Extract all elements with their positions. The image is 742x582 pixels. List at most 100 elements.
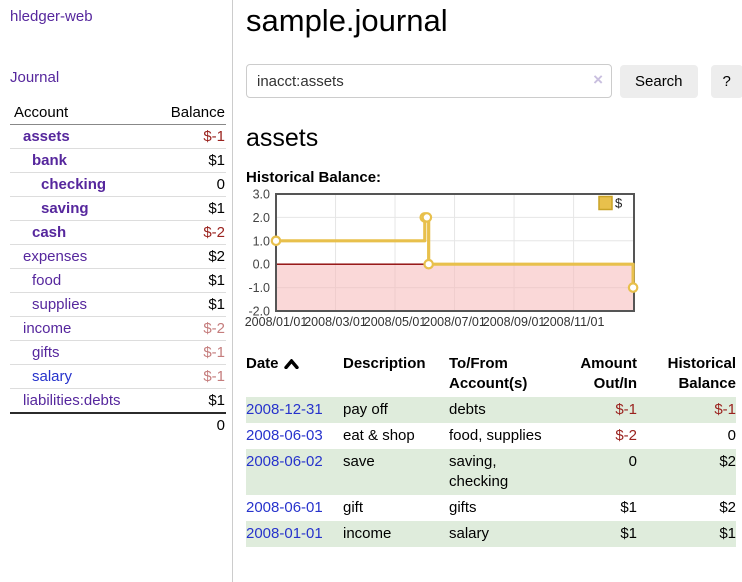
transaction-balance: $2 [719, 453, 736, 470]
transaction-amount: $1 [620, 499, 637, 516]
transaction-date-link[interactable]: 2008-06-03 [246, 427, 323, 444]
search-input[interactable] [246, 64, 612, 98]
register-header-balance: Historical Balance [667, 355, 736, 392]
register-row: 2008-12-31 pay off debts $-1 $-1 [246, 397, 736, 423]
account-balance: $-1 [118, 340, 226, 365]
accounts-header-balance: Balance [118, 101, 226, 125]
chart-label: Historical Balance: [246, 169, 382, 186]
transaction-date-link[interactable]: 2008-06-01 [246, 499, 323, 516]
transaction-accounts: debts [449, 397, 549, 423]
help-button[interactable]: ? [710, 64, 742, 98]
account-row: gifts $-1 [10, 340, 226, 365]
chart-canvas: $3.0 2.0 1.0 0.0 -1.0 -2.02008/01/012008/03/0… [245, 188, 639, 329]
register-row: 2008-06-01 gift gifts $1 $2 [246, 495, 736, 521]
transaction-description: save [343, 453, 375, 470]
register-row: 2008-06-02 save saving, checking 0 $2 [246, 449, 736, 495]
main-content: sample.journal × Search ? assets Histori… [233, 0, 742, 582]
chart-x-tick-label: 2008/03/01 [304, 315, 367, 329]
search-input-wrap: × [246, 64, 612, 98]
account-link[interactable]: checking [41, 176, 107, 193]
account-heading: assets [246, 124, 319, 152]
account-link[interactable]: gifts [32, 344, 60, 361]
transaction-balance: $2 [719, 499, 736, 516]
accounts-total-row: 0 [10, 412, 226, 437]
account-link[interactable]: liabilities:debts [23, 392, 121, 409]
chart-x-tick-label: 2008/11/01 [543, 315, 605, 329]
chart-x-tick-label: 2008/01/01 [245, 315, 308, 329]
account-balance: $1 [118, 292, 226, 317]
register-header-row: Date Description To/From Account(s) Amou… [246, 351, 736, 397]
account-row: saving $1 [10, 196, 226, 221]
transaction-account: gifts [449, 499, 477, 516]
sidebar-item-journal[interactable]: Journal [10, 69, 60, 86]
chart-y-tick-label: 1.0 [253, 234, 270, 248]
chart-y-tick-label: 3.0 [253, 188, 270, 202]
account-link[interactable]: assets [23, 128, 70, 145]
register-row: 2008-01-01 income salary $1 $1 [246, 521, 736, 547]
transaction-accounts: salary [449, 521, 549, 547]
transaction-account: food, [449, 427, 483, 444]
transaction-accounts: saving, checking [449, 449, 549, 495]
register-table: Date Description To/From Account(s) Amou… [246, 351, 736, 547]
register-header-accounts: To/From Account(s) [449, 355, 528, 392]
account-link[interactable]: salary [32, 368, 73, 385]
account-row: cash $-2 [10, 220, 226, 245]
account-row: salary $-1 [10, 364, 226, 389]
transaction-description: gift [343, 499, 364, 516]
search-button[interactable]: Search [620, 64, 698, 98]
sidebar: hledger-web Journal Account Balance asse… [0, 0, 233, 582]
transaction-amount: $1 [620, 525, 637, 542]
transaction-accounts: food, supplies [449, 423, 549, 449]
register-header-amount: Amount Out/In [580, 355, 637, 392]
transaction-description: income [343, 525, 392, 542]
transaction-balance: $1 [719, 525, 736, 542]
accounts-header-account: Account [10, 101, 118, 125]
transaction-description: eat & shop [343, 427, 415, 444]
transaction-accounts: gifts [449, 495, 549, 521]
account-balance: $-1 [203, 128, 225, 145]
accounts-total-value: 0 [118, 412, 226, 437]
transaction-balance: $-1 [714, 401, 736, 418]
transaction-date-link[interactable]: 2008-01-01 [246, 525, 323, 542]
account-row: food $1 [10, 268, 226, 293]
account-link[interactable]: expenses [23, 248, 88, 265]
account-link[interactable]: supplies [32, 296, 88, 313]
search-form: × Search ? [246, 64, 742, 98]
historical-balance-chart[interactable]: $3.0 2.0 1.0 0.0 -1.0 -2.0 2008/01/01 2008/03/0… [245, 188, 742, 337]
account-link[interactable]: cash [32, 224, 67, 241]
account-balance: 0 [118, 172, 226, 197]
account-balance: $1 [118, 268, 226, 293]
transaction-account: checking [449, 473, 509, 490]
account-row: expenses $2 [10, 244, 226, 269]
page-title: sample.journal [246, 3, 448, 38]
account-row: supplies $1 [10, 292, 226, 317]
account-link[interactable]: income [23, 320, 72, 337]
clear-search-icon[interactable]: × [593, 70, 603, 89]
transaction-date-link[interactable]: 2008-06-02 [246, 453, 323, 470]
brand-link[interactable]: hledger-web [10, 8, 93, 25]
register-header-date[interactable]: Date [246, 351, 343, 397]
chart-legend-label: $ [615, 196, 623, 211]
account-balance: $1 [118, 388, 226, 413]
account-balance: $1 [118, 148, 226, 173]
account-balance: $-1 [118, 364, 226, 389]
chart-x-tick-label: 2008/07/01 [423, 315, 486, 329]
account-link[interactable]: saving [41, 200, 89, 217]
transaction-date-link[interactable]: 2008-12-31 [246, 401, 323, 418]
chart-y-tick-label: -1.0 [248, 281, 270, 295]
accounts-header-row: Account Balance [10, 101, 226, 125]
account-link[interactable]: bank [32, 152, 68, 169]
transaction-description: pay off [343, 401, 388, 418]
account-link[interactable]: food [32, 272, 62, 289]
transaction-amount: 0 [628, 453, 637, 470]
account-row: checking 0 [10, 172, 226, 197]
transaction-account: salary [449, 525, 490, 542]
account-row: income $-2 [10, 316, 226, 341]
chart-y-tick-label: -2.0 [248, 305, 270, 319]
chart-x-tick-label: 2008/09/01 [483, 315, 546, 329]
chart-y-tick-label: 2.0 [253, 211, 270, 225]
chart-legend: $ [595, 195, 630, 212]
account-row: assets $-1 [10, 125, 226, 149]
account-row: liabilities:debts $1 [10, 388, 226, 413]
